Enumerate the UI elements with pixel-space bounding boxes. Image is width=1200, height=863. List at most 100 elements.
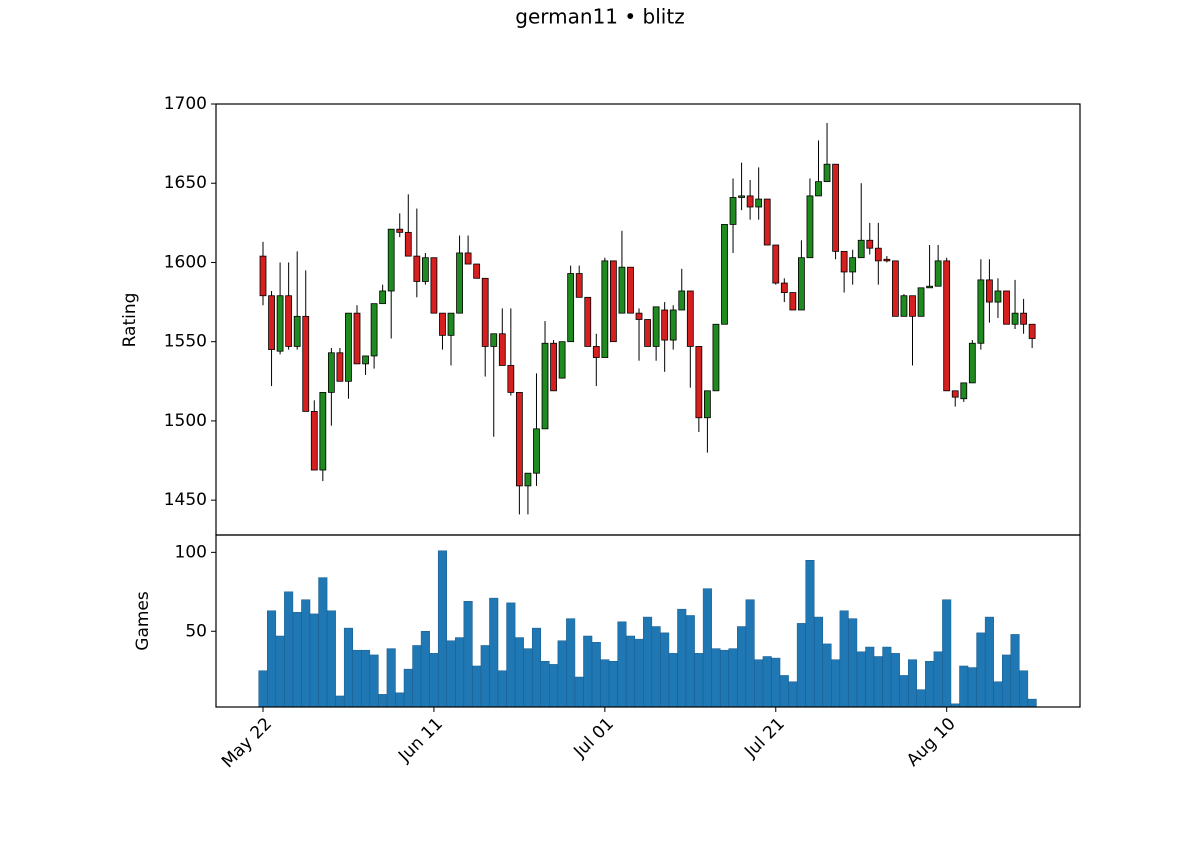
candle-body	[627, 266, 634, 314]
y-tick-label: 1550	[164, 332, 207, 352]
candle-body	[515, 391, 523, 487]
candle-body	[968, 342, 976, 384]
y-tick-label: 100	[175, 542, 207, 562]
bar	[745, 599, 755, 708]
bar	[711, 648, 721, 708]
bar	[412, 645, 422, 708]
bar	[882, 646, 892, 708]
candle-body	[866, 239, 874, 249]
bar	[292, 612, 302, 708]
candle-body	[960, 382, 968, 400]
bar	[942, 599, 952, 708]
bar	[540, 660, 550, 708]
candle-body	[421, 257, 429, 282]
bar	[625, 635, 636, 708]
candle-body	[507, 365, 515, 393]
candle-body	[1028, 323, 1036, 339]
bar	[702, 588, 712, 708]
candle-body	[575, 273, 583, 298]
candle-body	[285, 295, 293, 347]
bar	[677, 608, 687, 708]
bar	[856, 651, 866, 708]
candle-body	[524, 472, 532, 487]
bar	[984, 616, 994, 708]
bar	[643, 616, 653, 708]
candle-body	[849, 257, 857, 273]
candle-body	[345, 312, 352, 382]
candle-body	[550, 342, 557, 392]
candle-body	[268, 295, 275, 351]
y-tick-label: 1700	[164, 94, 207, 114]
bar	[318, 577, 328, 708]
candle-body	[780, 282, 788, 293]
candle-body	[473, 263, 481, 279]
bar	[617, 621, 627, 708]
bar	[1001, 654, 1012, 708]
candle-body	[259, 255, 267, 297]
bar	[378, 694, 388, 708]
candle-body	[387, 228, 395, 292]
bar	[489, 597, 499, 708]
bar	[754, 659, 764, 708]
candle-body	[558, 341, 566, 379]
candle-body	[327, 352, 335, 393]
bar	[848, 618, 858, 708]
x-tick-label: Jul 01	[569, 714, 617, 762]
bar	[685, 615, 695, 708]
candle-body	[430, 257, 438, 314]
x-tick-label: Jul 21	[740, 714, 788, 762]
y-tick-label: 1650	[164, 173, 207, 193]
bar	[762, 656, 772, 708]
candle-body	[447, 312, 455, 336]
bar	[813, 616, 824, 708]
y-tick-label: 50	[185, 621, 207, 641]
bar	[634, 638, 644, 708]
bar	[309, 613, 319, 708]
candle-body	[601, 260, 609, 358]
bar	[420, 631, 430, 708]
bar	[523, 648, 533, 708]
bar	[472, 665, 482, 708]
candle-body	[396, 228, 404, 233]
candle-body	[789, 292, 797, 311]
y-axis-label: Games	[133, 591, 153, 651]
candle-body	[404, 231, 412, 257]
bar	[873, 656, 883, 708]
candle-body	[712, 323, 720, 392]
candle-body	[1020, 312, 1027, 325]
candle-body	[943, 260, 951, 392]
bar	[771, 657, 781, 708]
bar	[831, 659, 841, 708]
candle-body	[857, 239, 865, 259]
bar	[557, 640, 567, 708]
bar	[335, 695, 345, 708]
candle-body	[994, 290, 1002, 303]
candle-body	[917, 287, 925, 317]
candle-body	[823, 163, 831, 183]
candle-body	[1003, 290, 1010, 325]
bar	[369, 654, 379, 708]
bar	[343, 627, 353, 708]
bar	[386, 648, 396, 708]
bar	[506, 602, 516, 708]
candle-body	[635, 312, 643, 320]
candle-body	[951, 390, 959, 398]
bar	[916, 689, 926, 708]
bar	[1027, 698, 1037, 708]
candle-body	[909, 295, 916, 317]
x-tick-label: Aug 10	[903, 714, 960, 771]
candle-body	[840, 250, 848, 273]
bar	[566, 618, 576, 708]
bar	[933, 651, 943, 708]
candle-body	[310, 411, 318, 471]
candle-body	[661, 309, 669, 341]
candle-body	[686, 290, 694, 347]
y-axis-label: Rating	[120, 293, 140, 348]
bar	[796, 623, 806, 708]
bar	[608, 660, 618, 708]
bar	[1019, 670, 1029, 708]
bar	[737, 626, 747, 708]
bar	[497, 670, 507, 708]
candle-body	[618, 266, 626, 314]
